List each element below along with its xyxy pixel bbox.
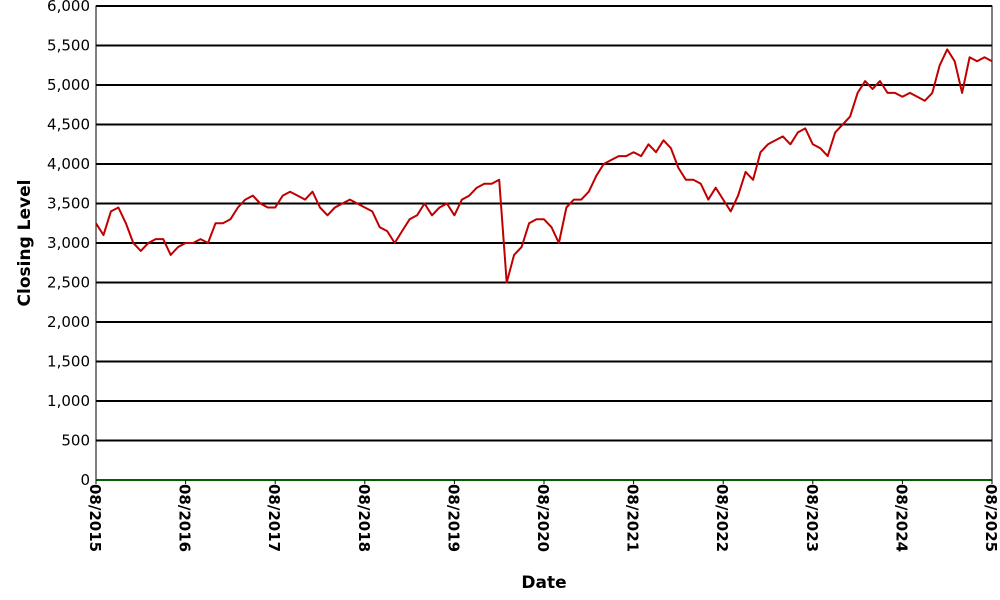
line-series — [95, 48, 993, 284]
y-tick-label: 2,500 — [47, 274, 90, 292]
y-tick-label: 4,500 — [47, 116, 90, 134]
x-tick-label: 08/2021 — [624, 484, 642, 552]
x-tick-label: 08/2023 — [803, 484, 821, 552]
x-tick-label: 08/2016 — [176, 484, 194, 552]
y-axis-label: Closing Level — [15, 180, 35, 307]
y-tick-label: 5,500 — [47, 37, 90, 55]
y-tick-label: 3,500 — [47, 195, 90, 213]
x-tick-label: 08/2019 — [444, 484, 462, 552]
x-tick-label: 08/2018 — [355, 484, 373, 552]
x-tick-label: 08/2025 — [982, 484, 1000, 552]
x-axis-label: Date — [521, 573, 566, 593]
y-tick-label: 3,000 — [47, 234, 90, 252]
x-tick-label: 08/2020 — [534, 484, 552, 552]
x-tick-label: 08/2017 — [265, 484, 283, 552]
y-tick-label: 2,000 — [47, 313, 90, 331]
y-tick-label: 500 — [61, 432, 90, 450]
y-tick-label: 1,000 — [47, 392, 90, 410]
x-tick-label: 08/2024 — [892, 484, 910, 552]
y-tick-label: 6,000 — [47, 0, 90, 15]
y-tick-label: 0 — [80, 471, 90, 489]
y-tick-label: 4,000 — [47, 155, 90, 173]
x-tick-label: 08/2022 — [713, 484, 731, 552]
y-tick-label: 1,500 — [47, 353, 90, 371]
x-tick-label: 08/2015 — [86, 484, 104, 552]
y-tick-label: 5,000 — [47, 76, 90, 94]
